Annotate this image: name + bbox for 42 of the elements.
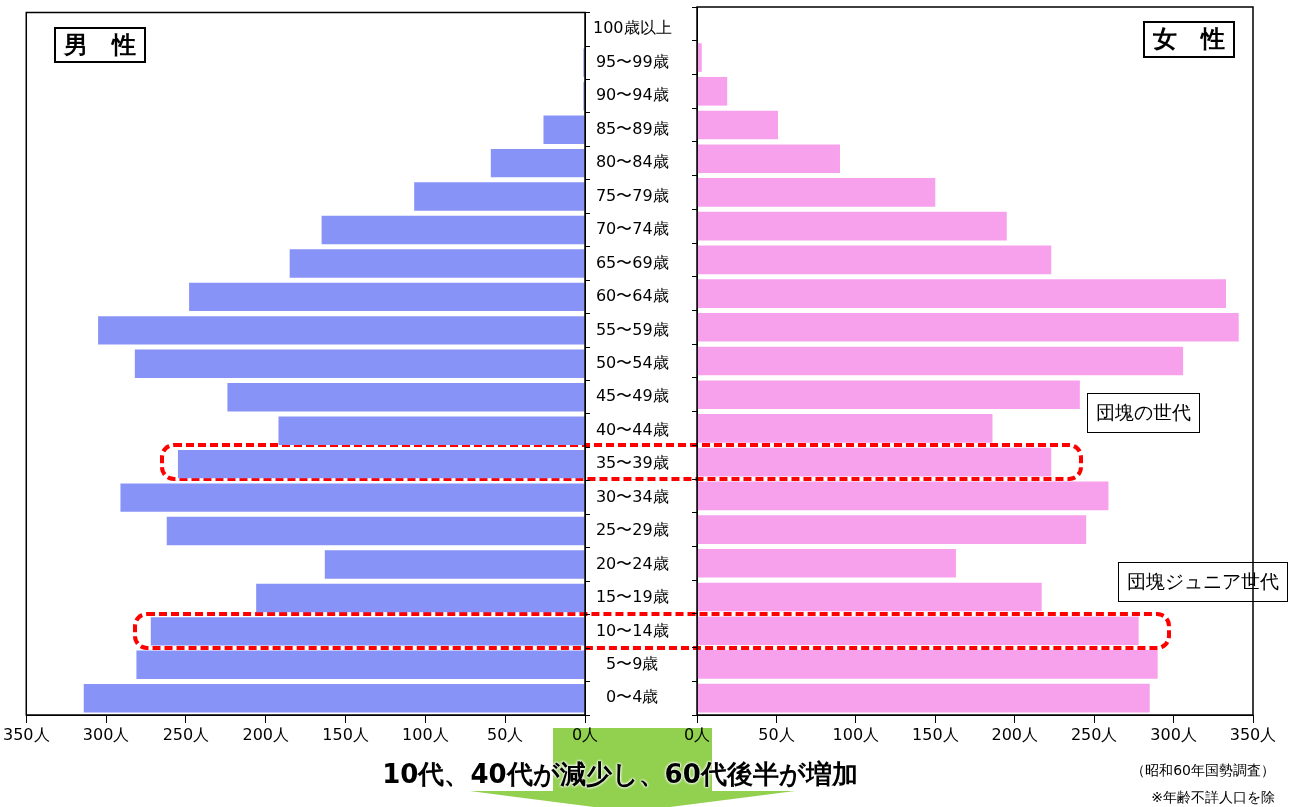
y-tick-label: 90〜94歳 bbox=[595, 85, 669, 105]
x-tick-label: 50人 bbox=[487, 724, 524, 744]
y-tick-label: 85〜89歳 bbox=[595, 118, 669, 138]
y-tick-label: 15〜19歳 bbox=[595, 587, 669, 607]
x-tick-label: 50人 bbox=[758, 724, 795, 744]
y-tick-label: 5〜9歳 bbox=[606, 653, 659, 673]
x-tick-label: 350人 bbox=[1229, 724, 1277, 744]
y-tick-label: 55〜59歳 bbox=[595, 319, 669, 339]
y-tick-label: 35〜39歳 bbox=[595, 453, 669, 473]
x-tick-label: 250人 bbox=[162, 724, 210, 744]
y-tick-label: 30〜34歳 bbox=[595, 486, 669, 506]
y-tick-label: 20〜24歳 bbox=[595, 553, 669, 573]
x-tick-label: 300人 bbox=[82, 724, 130, 744]
text: 男 性 bbox=[54, 26, 147, 64]
x-tick-label: 150人 bbox=[322, 724, 369, 744]
y-tick-label: 0〜4歳 bbox=[606, 687, 659, 707]
x-tick-label: 0人 bbox=[683, 724, 711, 744]
y-tick-label: 75〜79歳 bbox=[595, 185, 669, 205]
x-tick-label: 100人 bbox=[402, 724, 449, 744]
x-tick-label: 350人 bbox=[3, 724, 50, 744]
x-tick-label: 100人 bbox=[832, 724, 880, 744]
x-tick-label: 150人 bbox=[912, 724, 959, 744]
x-tick-label: 250人 bbox=[1070, 724, 1118, 744]
text: ※年齢不詳人口を除 bbox=[1151, 789, 1275, 807]
annotation: 団塊の世代 bbox=[1087, 393, 1201, 434]
y-tick-label: 80〜84歳 bbox=[595, 152, 669, 172]
y-tick-label: 25〜29歳 bbox=[595, 520, 669, 540]
y-tick-label: 100歳以上 bbox=[593, 18, 672, 38]
y-tick-label: 40〜44歳 bbox=[595, 419, 669, 439]
text: （昭和60年国勢調査） bbox=[1131, 762, 1275, 780]
x-tick-label: 200人 bbox=[991, 724, 1038, 744]
y-tick-label: 45〜49歳 bbox=[595, 386, 669, 406]
y-tick-label: 95〜99歳 bbox=[595, 51, 669, 71]
y-tick-label: 50〜54歳 bbox=[595, 352, 669, 372]
y-tick-label: 60〜64歳 bbox=[595, 286, 669, 306]
x-tick-label: 300人 bbox=[1150, 724, 1197, 744]
y-tick-label: 65〜69歳 bbox=[595, 252, 669, 272]
x-tick-label: 200人 bbox=[242, 724, 289, 744]
y-tick-label: 10〜14歳 bbox=[595, 620, 669, 640]
y-tick-label: 70〜74歳 bbox=[595, 219, 669, 239]
x-tick-label: 0人 bbox=[571, 724, 599, 744]
text: 女 性 bbox=[1143, 21, 1235, 58]
